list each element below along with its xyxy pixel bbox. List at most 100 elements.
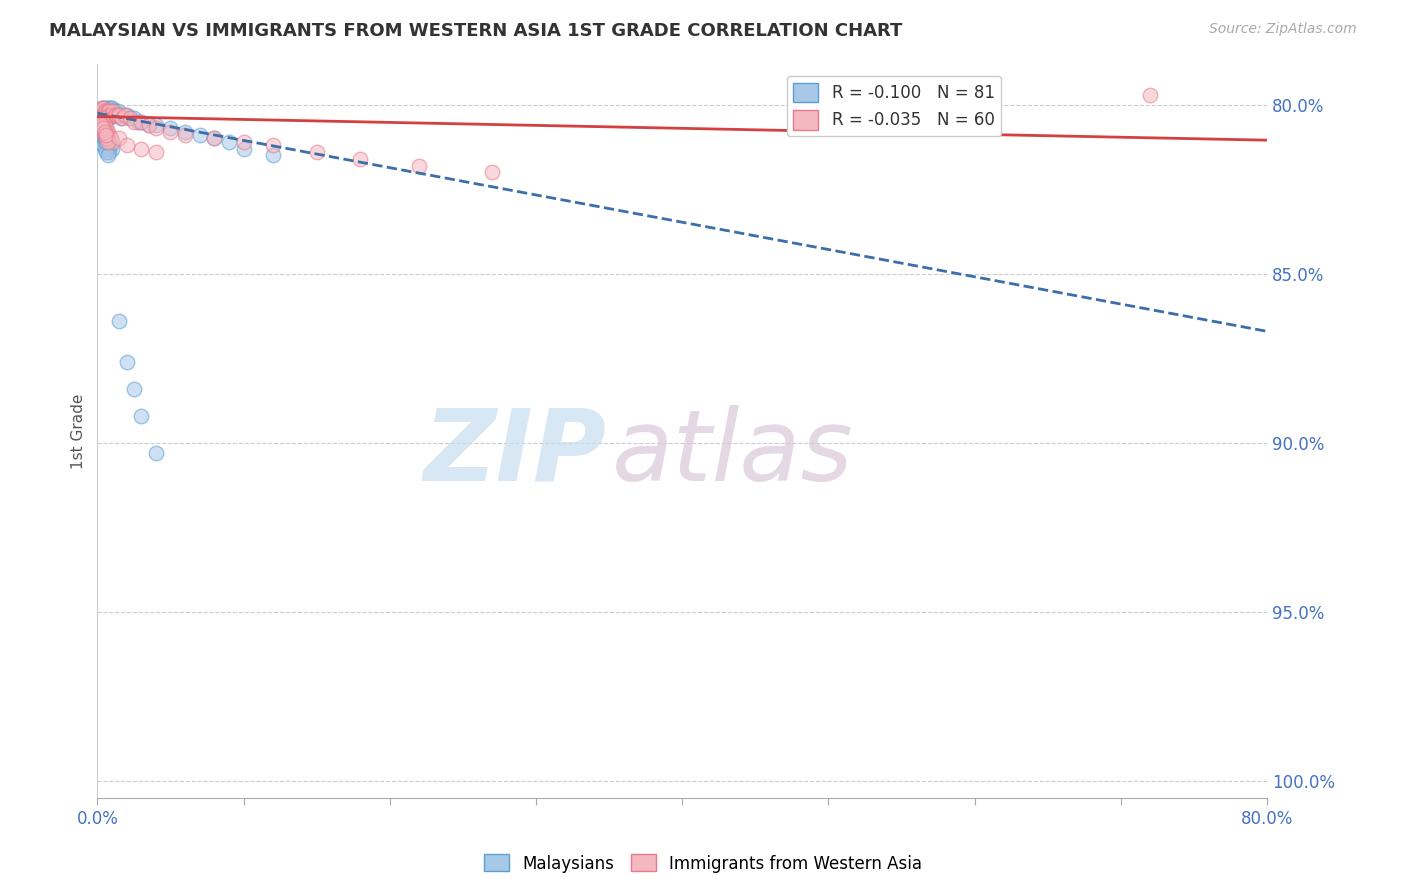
Point — [98, 108, 121, 122]
Point — [93, 111, 115, 125]
Point — [97, 135, 120, 149]
Point — [202, 131, 225, 145]
Point — [94, 104, 117, 119]
Point — [97, 101, 120, 115]
Legend: Malaysians, Immigrants from Western Asia: Malaysians, Immigrants from Western Asia — [477, 847, 929, 880]
Point — [174, 125, 197, 139]
Point — [103, 104, 125, 119]
Point — [91, 108, 114, 122]
Point — [100, 138, 122, 153]
Point — [202, 131, 225, 145]
Point — [114, 108, 136, 122]
Point — [94, 138, 117, 153]
Point — [91, 121, 114, 136]
Point — [91, 125, 114, 139]
Point — [100, 101, 122, 115]
Point — [91, 128, 114, 142]
Point — [174, 128, 197, 142]
Point — [98, 135, 121, 149]
Point — [97, 104, 120, 119]
Point — [89, 114, 111, 128]
Point — [97, 142, 120, 156]
Point — [129, 114, 152, 128]
Point — [94, 128, 117, 142]
Text: Source: ZipAtlas.com: Source: ZipAtlas.com — [1209, 22, 1357, 37]
Point — [98, 104, 121, 119]
Point — [97, 111, 120, 125]
Point — [108, 108, 131, 122]
Point — [108, 131, 131, 145]
Point — [305, 145, 328, 159]
Point — [108, 314, 131, 328]
Point — [101, 135, 124, 149]
Point — [115, 138, 138, 153]
Point — [145, 121, 167, 136]
Point — [91, 101, 114, 115]
Point — [127, 114, 149, 128]
Point — [94, 128, 117, 142]
Point — [100, 131, 122, 145]
Point — [97, 131, 120, 145]
Point — [90, 108, 112, 122]
Point — [94, 104, 117, 119]
Point — [103, 104, 125, 119]
Point — [90, 121, 112, 136]
Point — [129, 409, 152, 423]
Point — [104, 108, 127, 122]
Point — [408, 159, 430, 173]
Point — [100, 108, 122, 122]
Point — [107, 108, 129, 122]
Point — [159, 125, 181, 139]
Point — [108, 108, 131, 122]
Point — [90, 128, 112, 142]
Point — [91, 101, 114, 115]
Point — [93, 131, 115, 145]
Point — [1139, 87, 1161, 102]
Point — [100, 104, 122, 119]
Point — [112, 108, 135, 122]
Point — [89, 111, 111, 125]
Point — [87, 108, 110, 122]
Point — [100, 108, 122, 122]
Point — [262, 138, 284, 153]
Point — [97, 148, 120, 162]
Point — [104, 108, 127, 122]
Point — [93, 108, 115, 122]
Point — [104, 104, 127, 119]
Point — [101, 104, 124, 119]
Point — [188, 128, 211, 142]
Point — [101, 108, 124, 122]
Point — [94, 131, 117, 145]
Text: atlas: atlas — [612, 405, 853, 501]
Point — [218, 135, 240, 149]
Point — [98, 128, 121, 142]
Point — [90, 125, 112, 139]
Point — [89, 121, 111, 136]
Point — [232, 142, 254, 156]
Point — [93, 125, 115, 139]
Point — [97, 104, 120, 119]
Point — [93, 118, 115, 132]
Point — [129, 142, 152, 156]
Point — [90, 104, 112, 119]
Point — [93, 104, 115, 119]
Point — [93, 101, 115, 115]
Point — [91, 114, 114, 128]
Point — [105, 108, 128, 122]
Point — [138, 118, 160, 132]
Point — [138, 118, 160, 132]
Point — [115, 108, 138, 122]
Point — [98, 111, 121, 125]
Point — [90, 108, 112, 122]
Point — [89, 104, 111, 119]
Point — [90, 111, 112, 125]
Point — [91, 131, 114, 145]
Point — [129, 114, 152, 128]
Point — [90, 101, 112, 115]
Y-axis label: 1st Grade: 1st Grade — [72, 393, 86, 469]
Point — [91, 138, 114, 153]
Text: ZIP: ZIP — [423, 405, 606, 501]
Point — [91, 104, 114, 119]
Point — [98, 104, 121, 119]
Point — [145, 145, 167, 159]
